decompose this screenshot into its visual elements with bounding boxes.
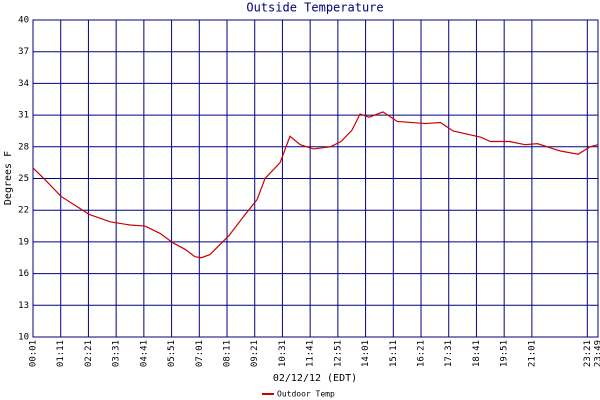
x-tick-label: 19:51 [500,340,510,367]
chart-title: Outside Temperature [246,1,383,15]
x-tick-label: 08:11 [223,340,233,367]
x-axis-label: 02/12/12 (EDT) [273,373,357,384]
x-tick-label: 03:31 [112,340,122,367]
data-line [32,111,599,259]
y-tick-label: 40 [18,16,29,26]
y-tick-label: 25 [18,174,29,184]
x-tick-label: 12:51 [333,340,343,367]
x-tick-label: 00:01 [29,340,39,367]
x-tick-label: 05:51 [167,340,177,367]
x-tick-label: 04:41 [139,340,149,367]
y-tick-label: 22 [18,206,29,216]
x-tick-label: 16:21 [417,340,427,367]
y-tick-label: 31 [18,111,29,121]
x-tick-label: 23:49 [594,340,600,367]
x-tick-label: 18:41 [472,340,482,367]
x-tick-label: 23:21 [583,340,593,367]
y-tick-label: 37 [18,47,29,57]
y-tick-label: 19 [18,237,29,247]
y-tick-label: 13 [18,301,29,311]
x-tick-label: 14:01 [361,340,371,367]
x-tick-label: 02:21 [84,340,94,367]
legend-label: Outdoor Temp [277,390,335,399]
x-tick-label: 21:01 [527,340,537,367]
y-tick-label: 10 [18,333,29,343]
x-tick-label: 11:41 [306,340,316,367]
y-axis-label: Degrees F [3,151,14,205]
y-tick-label: 16 [18,269,29,279]
x-tick-label: 17:31 [444,340,454,367]
x-tick-label: 01:11 [56,340,66,367]
x-tick-label: 10:31 [278,340,288,367]
x-tick-label: 15:11 [389,340,399,367]
y-tick-label: 28 [18,142,29,152]
x-tick-label: 07:01 [195,340,205,367]
y-tick-label: 34 [18,79,29,89]
x-tick-label: 09:21 [250,340,260,367]
